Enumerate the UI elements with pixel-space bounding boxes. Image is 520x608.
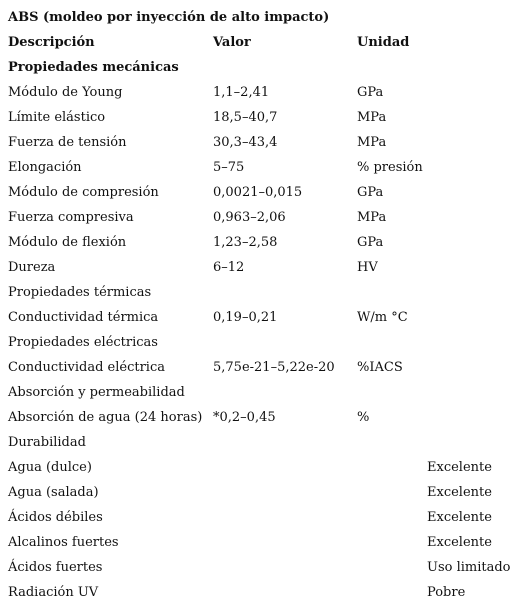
table-title: ABS (moldeo por inyección de alto impact… <box>8 10 330 25</box>
property-value: 1,23–2,58 <box>213 235 278 250</box>
table-row: Agua (salada) Excelente <box>0 480 520 505</box>
property-value: 0,963–2,06 <box>213 210 286 225</box>
property-value: 0,0021–0,015 <box>213 185 303 200</box>
table-row: Módulo de Young 1,1–2,41 GPa <box>0 80 520 105</box>
durability-name: Radiación UV <box>8 585 99 600</box>
table-row: Módulo de flexión 1,23–2,58 GPa <box>0 230 520 255</box>
property-unit: MPa <box>357 110 387 125</box>
property-name: Módulo de flexión <box>8 235 127 250</box>
section-title: Durabilidad <box>8 435 86 450</box>
property-value: 30,3–43,4 <box>213 135 278 150</box>
property-unit: MPa <box>357 135 387 150</box>
table-row: Fuerza de tensión 30,3–43,4 MPa <box>0 130 520 155</box>
property-name: Dureza <box>8 260 56 275</box>
section-title: Propiedades mecánicas <box>8 60 179 75</box>
header-description: Descripción <box>8 35 95 50</box>
table-row: Elongación 5–75 % presión <box>0 155 520 180</box>
property-value: 18,5–40,7 <box>213 110 278 125</box>
property-value: 1,1–2,41 <box>213 85 270 100</box>
durability-rating: Pobre <box>427 585 466 600</box>
section-title: Propiedades térmicas <box>8 285 152 300</box>
property-unit: % presión <box>357 160 423 175</box>
property-value: 5,75e-21–5,22e-20 <box>213 360 335 375</box>
property-name: Módulo de compresión <box>8 185 159 200</box>
table-row: Fuerza compresiva 0,963–2,06 MPa <box>0 205 520 230</box>
section-mechanical: Propiedades mecánicas <box>0 55 520 80</box>
property-value: *0,2–0,45 <box>213 410 276 425</box>
table-row: Conductividad térmica 0,19–0,21 W/m °C <box>0 305 520 330</box>
durability-name: Alcalinos fuertes <box>8 535 119 550</box>
durability-name: Ácidos débiles <box>8 510 103 525</box>
durability-name: Agua (dulce) <box>8 460 92 475</box>
table-row: Dureza 6–12 HV <box>0 255 520 280</box>
section-thermal: Propiedades térmicas <box>0 280 520 305</box>
property-unit: GPa <box>357 235 384 250</box>
table-row: Ácidos fuertes Uso limitado <box>0 555 520 580</box>
table-row: Ácidos débiles Excelente <box>0 505 520 530</box>
table-row: Absorción de agua (24 horas) *0,2–0,45 % <box>0 405 520 430</box>
property-unit: GPa <box>357 85 384 100</box>
property-name: Módulo de Young <box>8 85 123 100</box>
header-value: Valor <box>213 35 251 50</box>
table-row: Agua (dulce) Excelente <box>0 455 520 480</box>
property-unit: HV <box>357 260 378 275</box>
property-name: Fuerza de tensión <box>8 135 127 150</box>
durability-rating: Excelente <box>427 510 492 525</box>
property-name: Conductividad eléctrica <box>8 360 165 375</box>
table-row: Límite elástico 18,5–40,7 MPa <box>0 105 520 130</box>
property-name: Absorción de agua (24 horas) <box>8 410 203 425</box>
table-row: Alcalinos fuertes Excelente <box>0 530 520 555</box>
property-value: 6–12 <box>213 260 245 275</box>
property-value: 5–75 <box>213 160 245 175</box>
property-name: Conductividad térmica <box>8 310 159 325</box>
section-electrical: Propiedades eléctricas <box>0 330 520 355</box>
property-unit: W/m °C <box>357 310 408 325</box>
property-unit: % <box>357 410 370 425</box>
header-unit: Unidad <box>357 35 410 50</box>
table-row: Radiación UV Pobre <box>0 580 520 605</box>
section-title: Absorción y permeabilidad <box>8 385 185 400</box>
section-absorption: Absorción y permeabilidad <box>0 380 520 405</box>
property-unit: %IACS <box>357 360 403 375</box>
durability-rating: Uso limitado <box>427 560 511 575</box>
durability-rating: Excelente <box>427 535 492 550</box>
property-value: 0,19–0,21 <box>213 310 278 325</box>
table-title-row: ABS (moldeo por inyección de alto impact… <box>0 5 520 30</box>
property-name: Fuerza compresiva <box>8 210 134 225</box>
section-durability: Durabilidad <box>0 430 520 455</box>
durability-rating: Excelente <box>427 485 492 500</box>
header-row: Descripción Valor Unidad <box>0 30 520 55</box>
table-row: Módulo de compresión 0,0021–0,015 GPa <box>0 180 520 205</box>
property-unit: MPa <box>357 210 387 225</box>
property-name: Límite elástico <box>8 110 106 125</box>
durability-rating: Excelente <box>427 460 492 475</box>
durability-name: Ácidos fuertes <box>8 560 103 575</box>
table-row: Conductividad eléctrica 5,75e-21–5,22e-2… <box>0 355 520 380</box>
property-unit: GPa <box>357 185 384 200</box>
property-name: Elongación <box>8 160 82 175</box>
durability-name: Agua (salada) <box>8 485 99 500</box>
section-title: Propiedades eléctricas <box>8 335 158 350</box>
